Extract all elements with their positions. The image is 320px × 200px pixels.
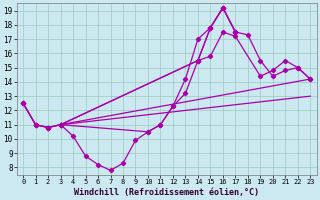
- X-axis label: Windchill (Refroidissement éolien,°C): Windchill (Refroidissement éolien,°C): [74, 188, 259, 197]
